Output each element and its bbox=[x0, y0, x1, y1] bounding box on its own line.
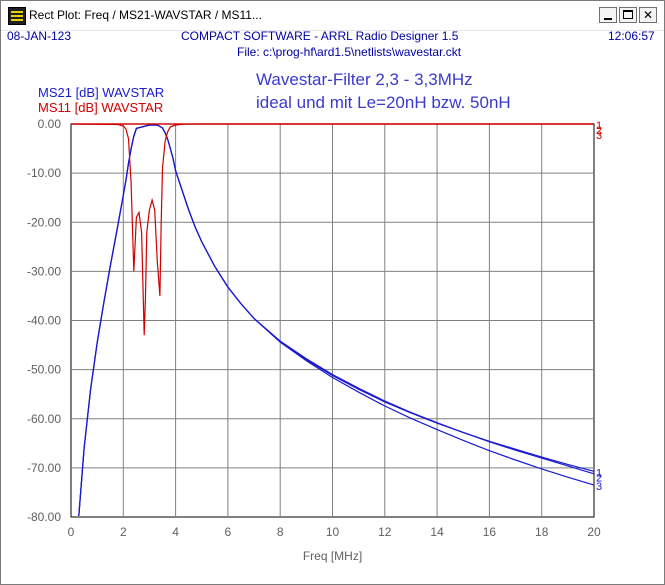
close-icon: ✕ bbox=[642, 8, 654, 22]
window-title: Rect Plot: Freq / MS21-WAVSTAR / MS11... bbox=[29, 8, 262, 22]
y-tick-label: -10.00 bbox=[27, 166, 61, 180]
x-tick-label: 18 bbox=[535, 525, 549, 539]
program-label: COMPACT SOFTWARE - ARRL Radio Designer 1… bbox=[181, 29, 459, 43]
y-tick-label: -40.00 bbox=[27, 314, 61, 328]
app-icon[interactable] bbox=[8, 7, 26, 25]
legend-entry: MS21 [dB] WAVSTAR bbox=[38, 85, 164, 100]
series-end-label: 3 bbox=[596, 130, 602, 142]
chart-title: ideal und mit Le=20nH bzw. 50nH bbox=[256, 93, 511, 112]
x-tick-label: 16 bbox=[483, 525, 497, 539]
close-button[interactable]: ✕ bbox=[639, 7, 657, 23]
series-end-label: 3 bbox=[596, 481, 602, 493]
x-tick-label: 12 bbox=[378, 525, 392, 539]
minimize-icon bbox=[604, 18, 612, 20]
date-label: 08-JAN-123 bbox=[7, 29, 72, 43]
y-tick-label: -80.00 bbox=[27, 510, 61, 524]
maximize-button[interactable] bbox=[619, 7, 637, 23]
series-end-label: 1 bbox=[596, 467, 602, 479]
x-tick-label: 20 bbox=[587, 525, 601, 539]
y-tick-label: -70.00 bbox=[27, 461, 61, 475]
y-tick-label: -50.00 bbox=[27, 363, 61, 377]
y-tick-label: -30.00 bbox=[27, 264, 61, 278]
y-tick-label: -20.00 bbox=[27, 215, 61, 229]
y-tick-label: 0.00 bbox=[38, 117, 62, 131]
title-bar[interactable]: Rect Plot: Freq / MS21-WAVSTAR / MS11...… bbox=[1, 1, 664, 31]
series-line bbox=[78, 124, 595, 517]
x-tick-label: 10 bbox=[326, 525, 340, 539]
x-tick-label: 6 bbox=[225, 525, 232, 539]
x-axis-label: Freq [MHz] bbox=[303, 549, 362, 563]
x-tick-label: 8 bbox=[277, 525, 284, 539]
chart-title: Wavestar-Filter 2,3 - 3,3MHz bbox=[256, 70, 473, 89]
x-tick-label: 4 bbox=[172, 525, 179, 539]
maximize-icon bbox=[623, 10, 633, 19]
y-tick-label: -60.00 bbox=[27, 412, 61, 426]
x-tick-label: 2 bbox=[120, 525, 127, 539]
x-tick-label: 0 bbox=[68, 525, 75, 539]
series-end-label: 2 bbox=[596, 125, 602, 137]
time-label: 12:06:57 bbox=[608, 29, 655, 43]
file-path-label: File: c:\prog-hf\ard1.5\netlists\wavesta… bbox=[237, 45, 462, 59]
series-end-label: 2 bbox=[596, 472, 602, 484]
series-end-label: 1 bbox=[596, 120, 602, 132]
x-tick-label: 14 bbox=[430, 525, 444, 539]
series-line bbox=[70, 123, 594, 336]
legend-entry: MS11 [dB] WAVSTAR bbox=[38, 100, 163, 115]
minimize-button[interactable] bbox=[599, 7, 617, 23]
